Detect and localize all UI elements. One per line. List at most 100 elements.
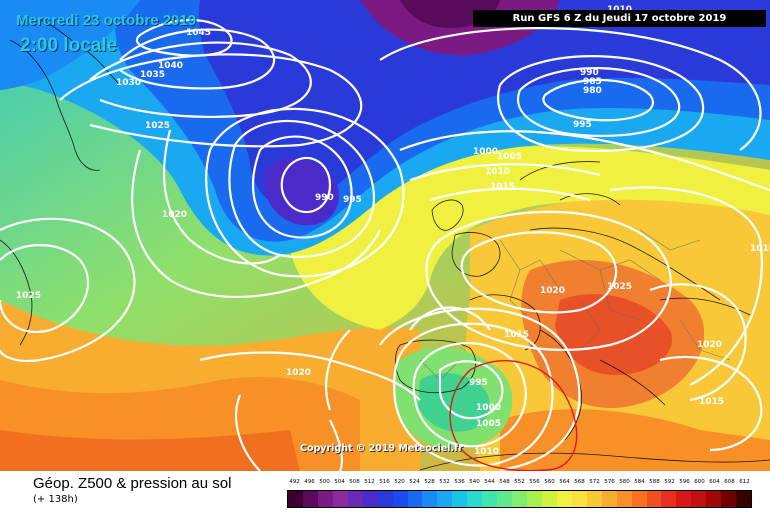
isobar-label: 995 [573,120,592,130]
scale-label: 560 [544,479,555,485]
scale-label: 504 [334,479,345,485]
isobar-label: 995 [469,378,488,388]
isobar-label: 1020 [162,210,187,220]
hot-core-east [555,294,672,375]
scale-swatch [332,491,348,507]
cutoff-low-core [418,373,490,432]
isobar-label: 1020 [697,340,722,350]
scale-swatch [437,491,453,507]
scale-swatch [616,491,632,507]
copyright-notice: Copyright © 2019 Meteociel.fr [300,443,463,454]
scale-swatch [288,491,303,507]
isobar-label: 1025 [607,282,632,292]
scale-label: 532 [439,479,450,485]
yellow-zone-europe [290,146,770,330]
scale-label: 548 [499,479,510,485]
scale-label: 544 [484,479,495,485]
color-scale-bar [287,490,752,508]
scale-swatch [556,491,572,507]
isobar-label: 990 [580,68,599,78]
scale-label: 540 [469,479,480,485]
scale-labels: 492 496 500 504 508 512 516 520 524 528 532 536 540 5… [283,479,755,488]
hot-zone-southeast [500,409,770,471]
scale-label: 608 [724,479,735,485]
scale-swatch [586,491,602,507]
scale-swatch [512,491,527,507]
isobar-label: 1030 [116,78,141,88]
scale-label: 596 [679,479,690,485]
scale-swatch [706,491,722,507]
scale-swatch [571,491,587,507]
scale-label: 580 [619,479,630,485]
scale-swatch [527,491,542,507]
forecast-date: Mercredi 23 octobre 2019 [16,12,197,29]
scale-swatch [691,491,707,507]
scale-swatch [422,491,438,507]
isobar-label: 1010 [750,244,770,254]
scale-label: 536 [454,479,465,485]
scale-swatch [482,491,498,507]
isobar-label: 1000 [473,147,498,157]
scale-swatch [736,491,752,507]
scale-label: 588 [649,479,660,485]
scale-swatch [646,491,662,507]
isobar-label: 1010 [485,167,510,177]
scale-swatch [452,491,468,507]
scale-swatch [467,491,483,507]
isobar-label: 1005 [476,419,501,429]
scale-label: 564 [559,479,570,485]
weather-map: 1045 1040 1035 1030 1025 1020 1025 990 9… [0,0,770,471]
scale-label: 516 [379,479,390,485]
scale-label: 492 [289,479,300,485]
scale-label: 512 [364,479,375,485]
scale-swatch [392,491,408,507]
scale-label: 572 [589,479,600,485]
run-info-banner: Run GFS 6 Z du Jeudi 17 octobre 2019 [473,10,766,27]
scale-swatch [676,491,692,507]
scale-swatch [362,491,378,507]
forecast-time: 2:00 locale [20,35,118,56]
cold-zone-greenland [0,0,140,90]
isobar-label: 985 [583,77,602,87]
scale-swatch [721,491,737,507]
scale-swatch [347,491,363,507]
isobar-label: 980 [583,86,602,96]
isobar-label: 1015 [504,330,529,340]
scale-label: 576 [604,479,615,485]
scale-label: 528 [424,479,435,485]
isobar-label: 990 [315,193,334,203]
isobar-label: 1015 [490,182,515,192]
scale-swatch [317,491,333,507]
scale-label: 584 [634,479,645,485]
scale-label: 568 [574,479,585,485]
isobar-label: 1005 [497,152,522,162]
scale-swatch [601,491,617,507]
legend-subtitle: (+ 138h) [33,494,78,505]
scale-label: 508 [349,479,360,485]
isobar-label: 1025 [16,291,41,301]
isobar-labels: 1045 1040 1035 1030 1025 1020 1025 990 9… [16,5,770,457]
scale-swatch [497,491,513,507]
isobar-label: 1020 [540,286,565,296]
scale-label: 604 [709,479,720,485]
scale-label: 524 [409,479,420,485]
highlight-circle [449,360,578,471]
cold-zone-deep [198,0,770,208]
scale-swatch [661,491,677,507]
scale-label: 612 [739,479,750,485]
scale-label: 500 [319,479,330,485]
isobar-label: 1020 [286,368,311,378]
isobars [0,19,770,471]
isobar-label: 1035 [140,70,165,80]
warm-zone-deep-south [0,430,300,471]
scale-label: 556 [529,479,540,485]
legend-footer: Géop. Z500 & pression au sol (+ 138h) 49… [0,471,770,513]
scale-label: 520 [394,479,405,485]
isobar-label: 1015 [699,397,724,407]
isobar-label: 1000 [476,403,501,413]
scale-swatch [631,491,647,507]
isobar-label: 995 [343,195,362,205]
legend-title: Géop. Z500 & pression au sol [33,475,232,492]
isobar-label: 1010 [474,447,499,457]
